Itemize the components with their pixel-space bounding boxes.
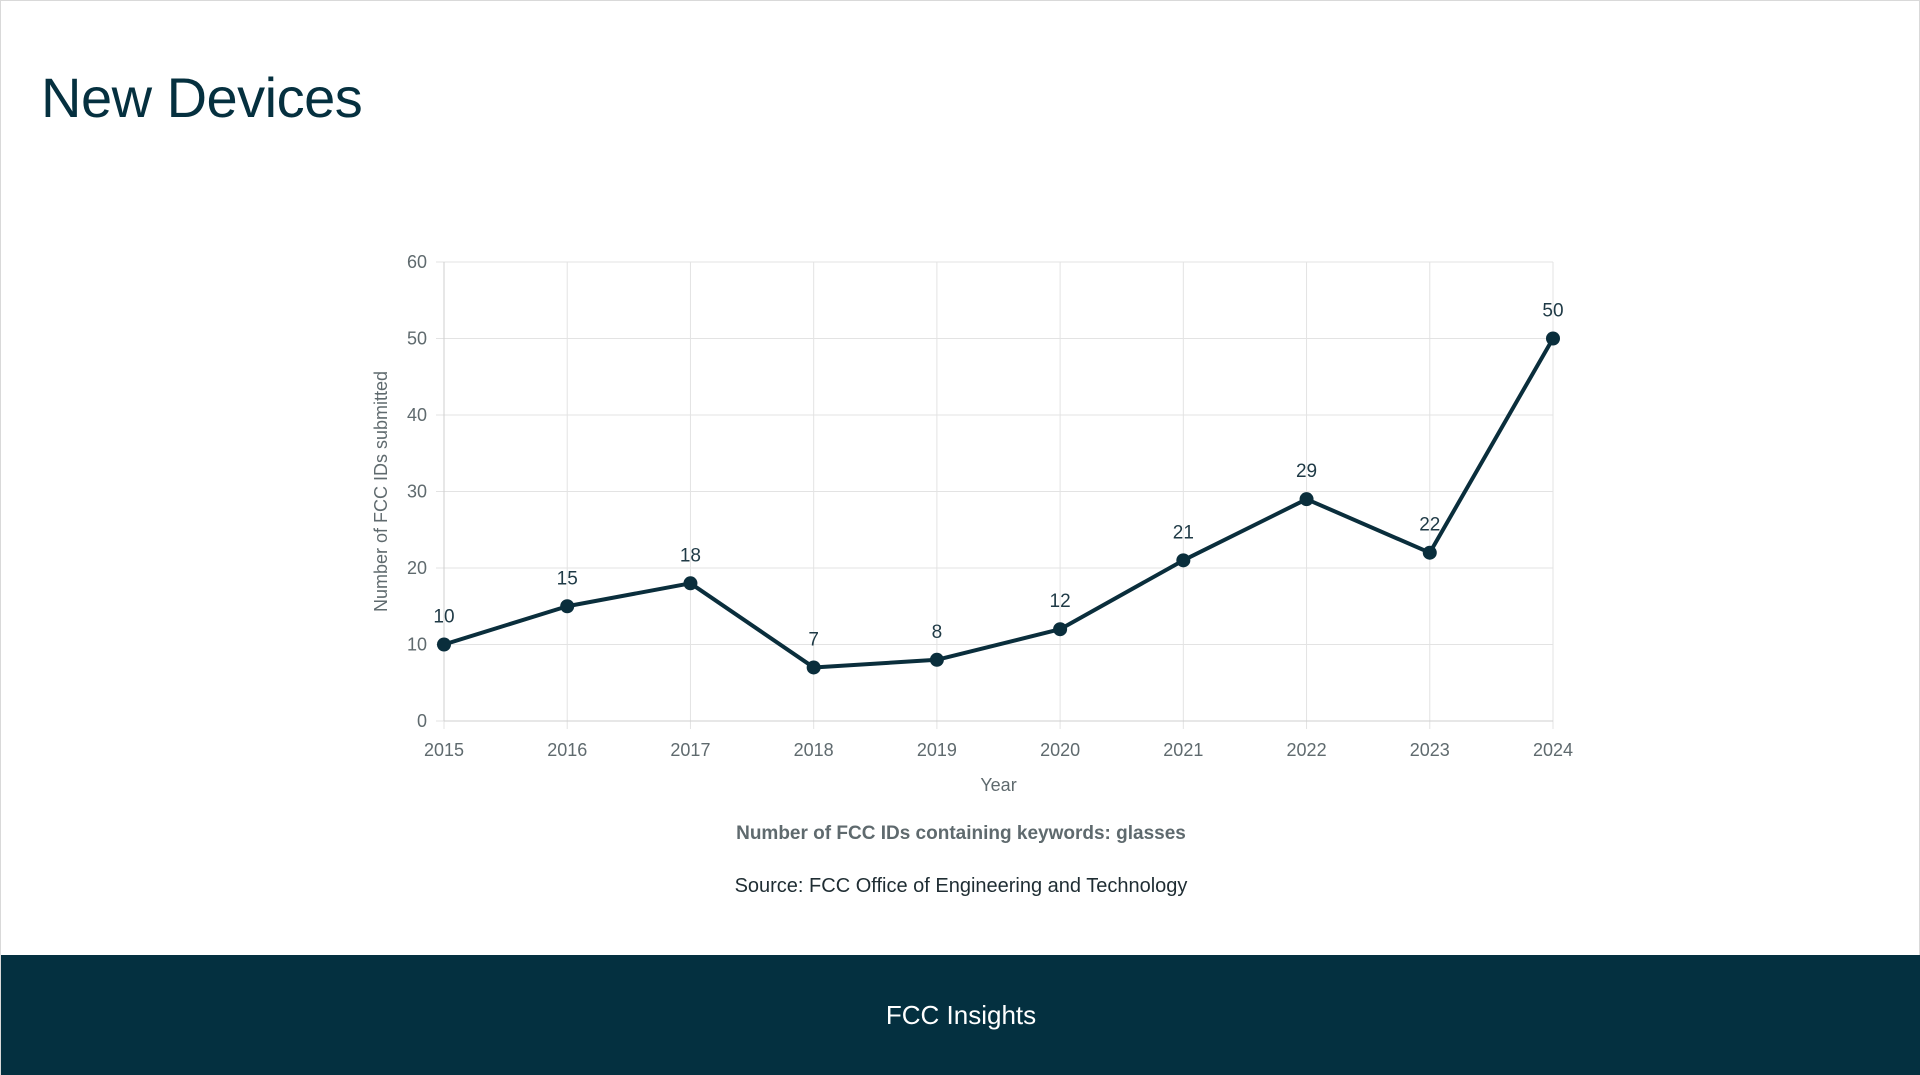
data-label: 21 [1173, 522, 1194, 543]
data-point [683, 576, 698, 591]
y-tick-label: 0 [417, 711, 427, 731]
data-point [806, 660, 821, 675]
data-label: 12 [1050, 591, 1071, 612]
data-point [437, 637, 451, 652]
data-point [1422, 545, 1437, 560]
page-title: New Devices [41, 66, 363, 129]
data-label: 15 [557, 568, 578, 589]
data-label: 8 [932, 622, 943, 643]
y-tick-label: 20 [407, 558, 427, 578]
y-tick-label: 30 [407, 482, 427, 502]
data-label: 22 [1419, 515, 1440, 536]
x-tick-label: 2019 [917, 740, 957, 760]
y-axis-title: Number of FCC IDs submitted [371, 371, 391, 612]
data-label: 29 [1296, 461, 1317, 482]
x-tick-label: 2015 [424, 740, 464, 760]
data-point [1176, 553, 1191, 568]
x-tick-label: 2022 [1287, 740, 1327, 760]
x-tick-label: 2021 [1163, 740, 1203, 760]
y-tick-label: 10 [407, 635, 427, 655]
data-point [929, 652, 944, 667]
data-point [560, 599, 575, 614]
line-chart: 0 10 20 30 40 50 60 2015 2016 2017 2018 2019 2020 202… [371, 252, 1573, 795]
data-point [1546, 331, 1560, 346]
y-tick-label: 40 [407, 405, 427, 425]
data-label: 10 [433, 607, 454, 628]
x-tick-label: 2023 [1410, 740, 1450, 760]
x-tick-label: 2017 [670, 740, 710, 760]
x-tick-label: 2018 [794, 740, 834, 760]
chart-source: Source: FCC Office of Engineering and Te… [734, 875, 1188, 897]
data-label: 50 [1542, 301, 1563, 322]
footer-label[interactable]: FCC Insights [885, 1000, 1037, 1030]
x-tick-label: 2016 [547, 740, 587, 760]
data-label: 18 [680, 545, 701, 566]
y-tick-label: 60 [407, 252, 427, 272]
x-tick-label: 2024 [1533, 740, 1573, 760]
x-axis-title: Year [980, 775, 1016, 795]
x-tick-label: 2020 [1040, 740, 1080, 760]
data-point [1299, 492, 1314, 507]
data-label: 7 [808, 629, 819, 650]
footer: FCC Insights [1, 955, 1920, 1075]
data-point [1053, 622, 1068, 637]
chart-caption: Number of FCC IDs containing keywords: g… [736, 823, 1186, 844]
chart-container: 0 10 20 30 40 50 60 2015 2016 2017 2018 2019 2020 202… [1, 1, 1920, 955]
series-line [442, 336, 1555, 670]
y-tick-label: 50 [407, 329, 427, 349]
